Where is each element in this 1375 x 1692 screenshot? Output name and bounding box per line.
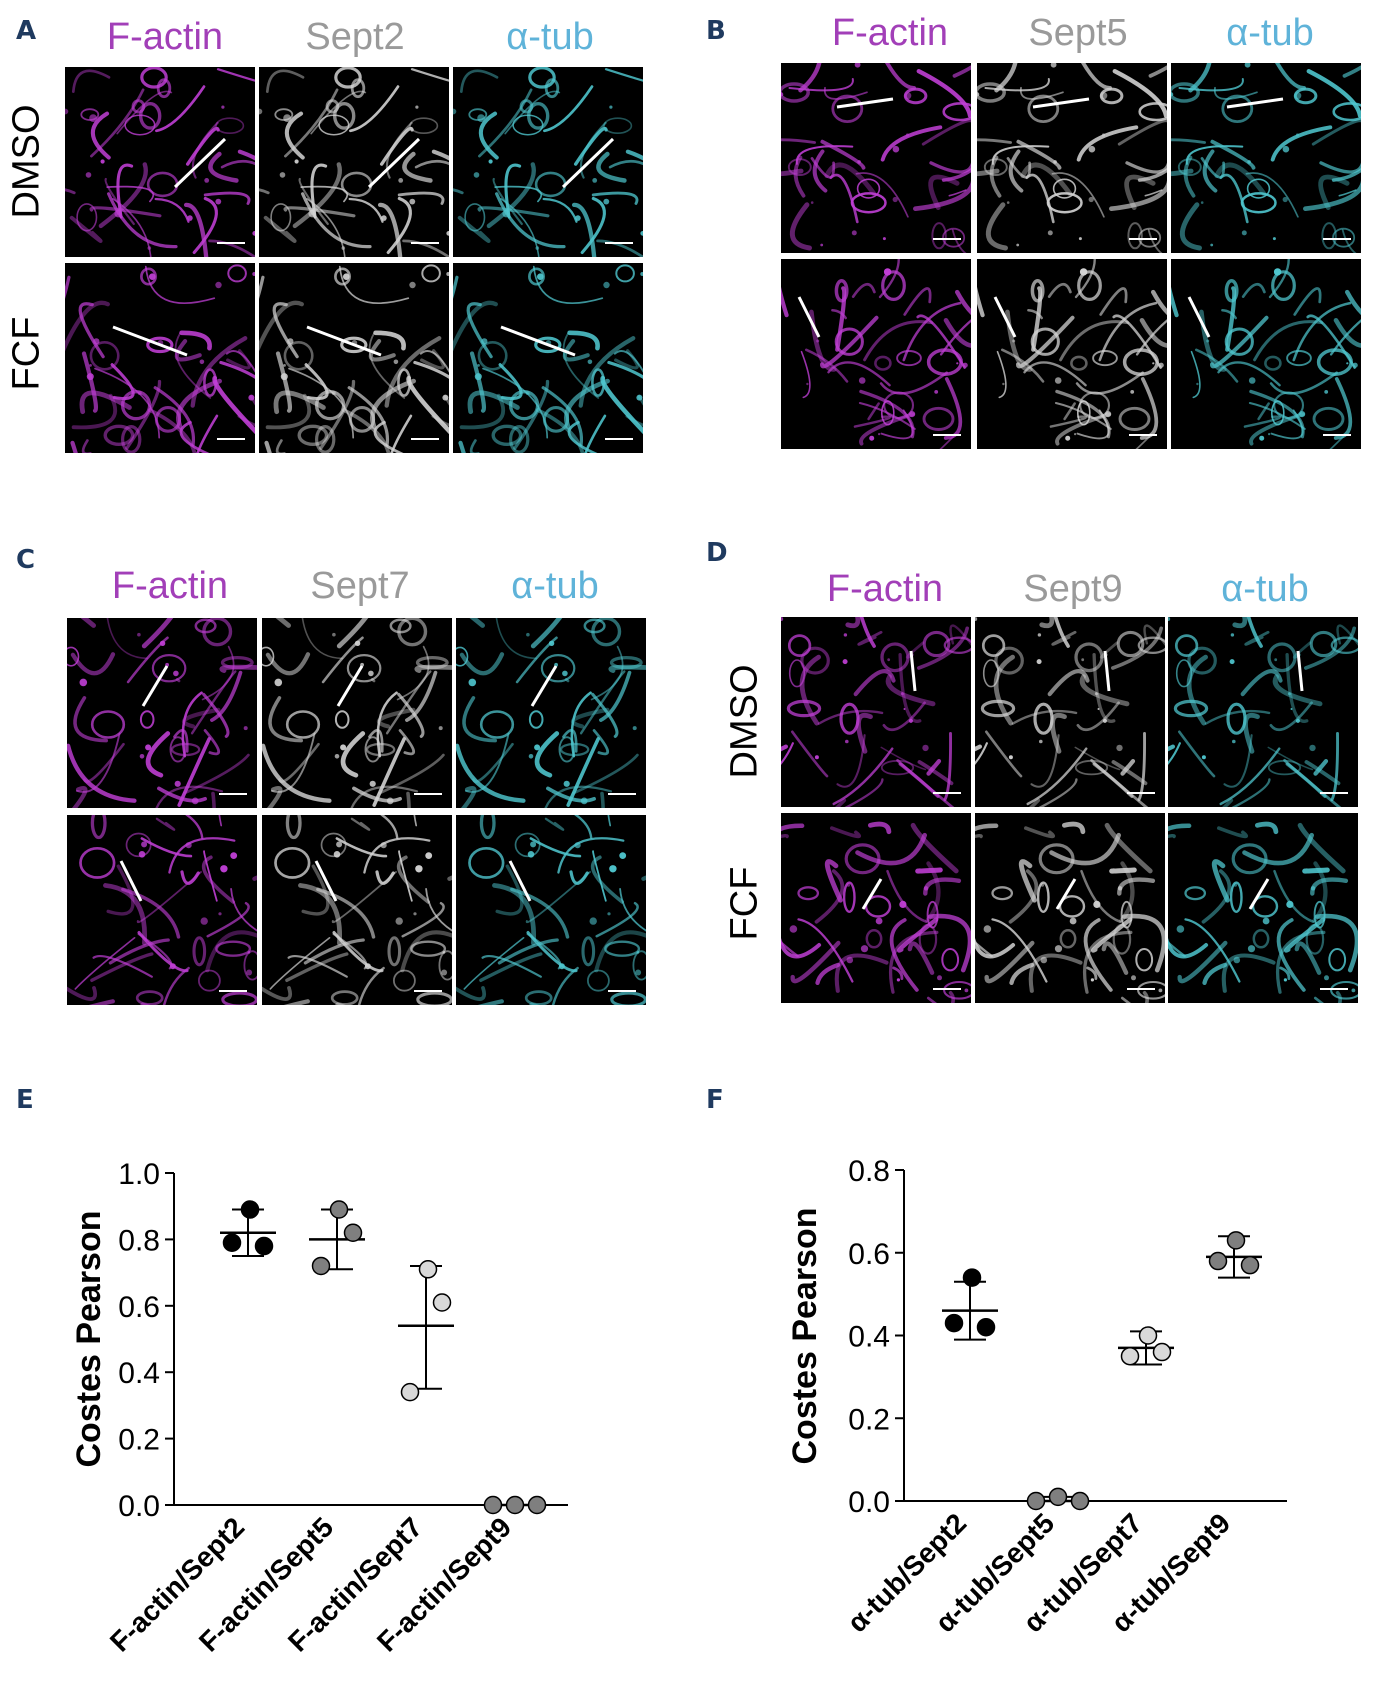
y-tick-label: 0.4	[118, 1357, 160, 1390]
panel-letter-c: C	[16, 545, 36, 575]
data-point	[343, 1223, 363, 1243]
y-tick-label: 0.4	[848, 1321, 890, 1354]
b-channel-sept: Sept5	[1028, 12, 1128, 54]
d-image-dmso-factin	[781, 617, 971, 807]
y-tick-label: 0.2	[118, 1424, 160, 1457]
a-image-fcf-sept	[259, 263, 449, 453]
b-image-dmso-factin	[781, 63, 971, 253]
a-image-dmso-factin	[65, 67, 255, 257]
c-channel-tub: α-tub	[511, 565, 599, 607]
data-point	[329, 1200, 349, 1219]
panel-letter-d: D	[706, 538, 728, 568]
data-point	[962, 1268, 982, 1287]
b-channel-tub: α-tub	[1226, 12, 1314, 54]
data-point	[1048, 1487, 1068, 1507]
c-image-dmso-tub	[456, 618, 646, 808]
data-point	[400, 1382, 420, 1402]
b-image-dmso-sept	[977, 63, 1167, 253]
b-channel-factin: F-actin	[831, 12, 949, 54]
a-image-fcf-factin	[65, 263, 255, 453]
c-image-fcf-tub	[456, 815, 646, 1005]
d-channel-factin: F-actin	[826, 568, 944, 610]
c-image-dmso-sept	[262, 618, 452, 808]
data-point	[976, 1317, 996, 1337]
a-image-fcf-tub	[453, 263, 643, 453]
b-image-dmso-tub	[1171, 63, 1361, 253]
data-point	[505, 1495, 525, 1515]
data-point	[240, 1200, 260, 1219]
a-image-dmso-tub	[453, 67, 643, 257]
data-point	[311, 1256, 331, 1276]
d-image-fcf-sept	[975, 813, 1165, 1003]
c-channel-sept: Sept7	[310, 565, 410, 607]
d-image-dmso-tub	[1168, 617, 1358, 807]
panel-letter-e: E	[16, 1085, 34, 1115]
y-axis-label: Costes Pearson	[786, 1208, 824, 1465]
c-channel-factin: F-actin	[111, 565, 229, 607]
a-image-dmso-sept	[259, 67, 449, 257]
y-axis-label: Costes Pearson	[70, 1211, 108, 1468]
a-channel-tub: α-tub	[506, 16, 594, 58]
data-point	[527, 1495, 547, 1515]
data-point	[944, 1313, 964, 1333]
b-image-fcf-factin	[781, 259, 971, 449]
data-point	[1226, 1231, 1246, 1250]
data-point	[1120, 1346, 1140, 1366]
a-channel-factin: F-actin	[106, 16, 224, 58]
d-channel-sept: Sept9	[1023, 568, 1123, 610]
data-point	[432, 1293, 452, 1312]
d-image-fcf-tub	[1168, 813, 1358, 1003]
b-image-fcf-sept	[977, 259, 1167, 449]
d-channel-tub: α-tub	[1221, 568, 1309, 610]
y-tick-label: 0.6	[848, 1238, 890, 1271]
d-image-dmso-sept	[975, 617, 1165, 807]
d-image-fcf-factin	[781, 813, 971, 1003]
data-point	[483, 1495, 503, 1515]
panel-letter-a: A	[16, 16, 37, 46]
y-tick-label: 0.6	[118, 1291, 160, 1324]
c-image-dmso-factin	[67, 618, 257, 808]
data-point	[1026, 1491, 1046, 1511]
y-tick-label: 0.2	[848, 1403, 890, 1436]
panel-letter-b: B	[706, 16, 726, 46]
c-image-fcf-sept	[262, 815, 452, 1005]
panel-letter-f: F	[706, 1085, 724, 1115]
y-tick-label: 0.0	[118, 1490, 160, 1523]
data-point	[1240, 1255, 1260, 1275]
data-point	[1152, 1342, 1172, 1362]
b-image-fcf-tub	[1171, 259, 1361, 449]
c-image-fcf-factin	[67, 815, 257, 1005]
data-point	[418, 1260, 438, 1279]
data-point	[1208, 1251, 1228, 1271]
data-point	[254, 1236, 274, 1256]
y-tick-label: 0.0	[848, 1486, 890, 1519]
a-channel-sept: Sept2	[305, 16, 405, 58]
y-tick-label: 0.8	[118, 1224, 160, 1257]
data-point	[222, 1233, 242, 1252]
data-point	[1138, 1326, 1158, 1345]
y-tick-label: 1.0	[118, 1158, 160, 1191]
data-point	[1070, 1491, 1090, 1511]
y-tick-label: 0.8	[848, 1155, 890, 1188]
